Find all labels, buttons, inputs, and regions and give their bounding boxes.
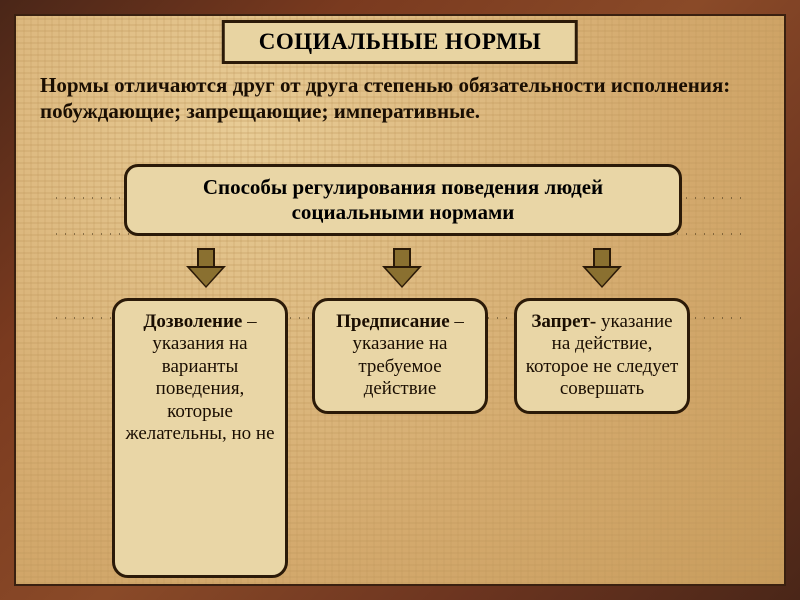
center-text: Способы регулирования поведения людей со… (203, 175, 603, 224)
card-dozvolenie: Дозволение – указания на варианты поведе… (112, 298, 288, 578)
card-3-term: Запрет- (531, 311, 596, 332)
card-zapret: Запрет- указание на действие, которое не… (514, 298, 690, 414)
slide-canvas: СОЦИАЛЬНЫЕ НОРМЫ Нормы отличаются друг о… (14, 14, 786, 586)
outer-frame: СОЦИАЛЬНЫЕ НОРМЫ Нормы отличаются друг о… (0, 0, 800, 600)
arrow-1 (188, 248, 224, 288)
subtitle-text: Нормы отличаются друг от друга степенью … (40, 72, 760, 125)
title-text: СОЦИАЛЬНЫЕ НОРМЫ (259, 29, 541, 54)
card-predpisanie: Предписание – указание на требуемое дейс… (312, 298, 488, 414)
card-1-term: Дозволение (143, 311, 242, 332)
title-box: СОЦИАЛЬНЫЕ НОРМЫ (222, 20, 578, 64)
arrow-2 (384, 248, 420, 288)
arrow-3 (584, 248, 620, 288)
center-box: Способы регулирования поведения людей со… (124, 164, 682, 236)
card-2-term: Предписание (336, 311, 450, 332)
